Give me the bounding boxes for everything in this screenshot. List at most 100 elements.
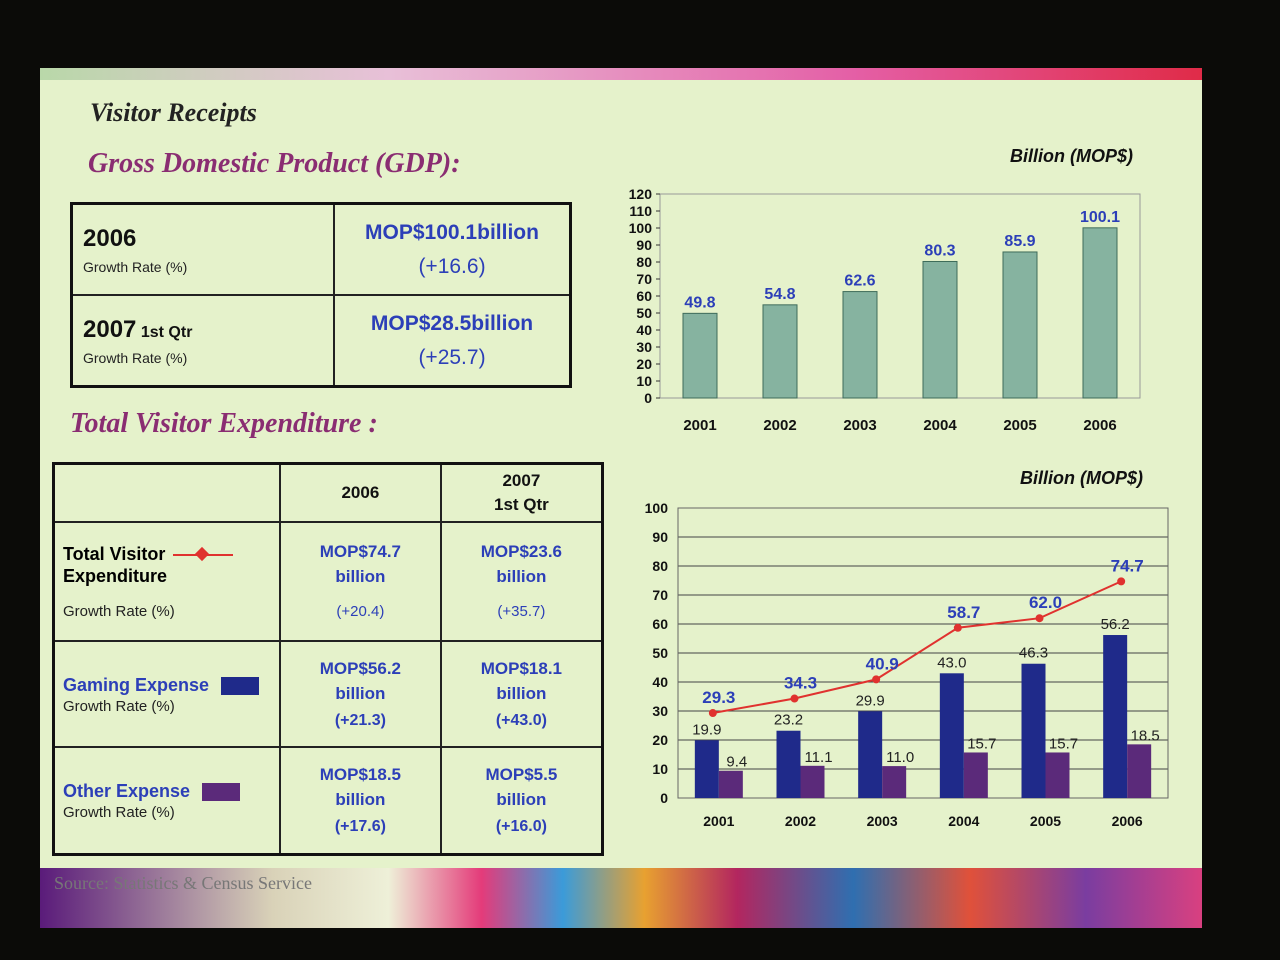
expenditure-row-gaming: Gaming Expense Growth Rate (%) MOP$56.2 … xyxy=(52,640,604,749)
cell-growth: (+43.0) xyxy=(495,711,547,729)
other-bar xyxy=(800,765,825,798)
gdp-growth: (+25.7) xyxy=(418,345,486,369)
data-label: 54.8 xyxy=(764,286,795,303)
line-marker-icon xyxy=(173,546,234,562)
gaming-bar xyxy=(694,740,719,798)
growth-rate-label: Growth Rate (%) xyxy=(83,349,188,366)
gaming-bar xyxy=(858,711,883,798)
bar xyxy=(762,304,798,399)
cell-unit: billion xyxy=(496,790,547,810)
gaming-data-label: 19.9 xyxy=(692,721,721,738)
total-point xyxy=(708,709,717,718)
cell-growth: (+21.3) xyxy=(334,711,386,729)
cell-value: MOP$18.1 xyxy=(480,658,563,678)
gdp-table: 2006 Growth Rate (%) MOP$100.1billion (+… xyxy=(70,202,572,388)
data-label: 49.8 xyxy=(684,294,715,311)
y-tick-label: 20 xyxy=(636,356,652,372)
bar xyxy=(1002,251,1038,399)
other-bar xyxy=(718,770,743,798)
other-data-label: 18.5 xyxy=(1131,727,1160,744)
x-tick-label: 2006 xyxy=(1112,813,1143,829)
total-data-label: 40.9 xyxy=(866,654,899,673)
gdp-row-2007: 2007 1st Qtr Growth Rate (%) MOP$28.5bil… xyxy=(70,294,572,388)
x-tick-label: 2003 xyxy=(843,417,876,434)
cell-unit: billion xyxy=(335,566,386,586)
cell-2007: MOP$23.6 billion (+35.7) xyxy=(439,520,604,643)
gdp-value: MOP$100.1billion xyxy=(365,220,539,244)
cell-growth: (+16.0) xyxy=(495,818,547,836)
cell-value: MOP$56.2 xyxy=(319,658,402,678)
data-label: 80.3 xyxy=(924,242,955,259)
bar-swatch-icon xyxy=(221,676,260,695)
y-tick-label: 50 xyxy=(636,305,652,321)
expenditure-combo-chart: 0 10 20 30 40 50 60 70 80 90 100 19.9 9.4 2001 23.2 11.… xyxy=(645,500,1169,829)
x-tick-label: 2005 xyxy=(1030,813,1061,829)
y-tick-label: 60 xyxy=(636,288,652,304)
y-tick-label: 50 xyxy=(652,645,668,661)
y-tick-label: 0 xyxy=(660,790,668,806)
gdp-qualifier: 1st Qtr xyxy=(140,323,193,341)
x-tick-label: 2003 xyxy=(867,813,898,829)
x-tick-label: 2005 xyxy=(1003,417,1036,434)
total-point xyxy=(953,623,962,632)
growth-rate-label: Growth Rate (%) xyxy=(63,697,175,715)
gdp-heading: Gross Domestic Product (GDP): xyxy=(88,148,461,179)
col-header-2007-text: 2007 xyxy=(502,470,541,490)
cell-2006: MOP$18.5 billion (+17.6) xyxy=(279,746,442,856)
cell-unit: billion xyxy=(335,683,386,703)
total-data-label: 58.7 xyxy=(947,603,980,622)
y-tick-label: 120 xyxy=(629,186,653,202)
plot-area xyxy=(677,507,1169,799)
row-name-line1: Gaming Expense xyxy=(63,674,210,695)
gaming-bar xyxy=(1021,663,1046,798)
gaming-data-label: 43.0 xyxy=(937,654,966,671)
gaming-data-label: 29.9 xyxy=(856,692,885,709)
expenditure-header-row: 2006 2007 1st Qtr xyxy=(52,462,604,523)
col-header-2006-text: 2006 xyxy=(341,482,380,502)
plot-area xyxy=(659,193,1141,399)
gdp-growth: (+16.6) xyxy=(418,254,486,278)
x-tick-label: 2006 xyxy=(1083,417,1116,434)
expenditure-row-other: Other Expense Growth Rate (%) MOP$18.5 b… xyxy=(52,746,604,856)
other-data-label: 15.7 xyxy=(967,735,996,752)
gaming-bar xyxy=(776,730,801,798)
x-tick-label: 2001 xyxy=(683,417,716,434)
cell-2007: MOP$5.5 billion (+16.0) xyxy=(439,746,604,856)
x-tick-label: 2002 xyxy=(785,813,816,829)
y-tick-label: 100 xyxy=(645,500,669,516)
other-bar xyxy=(882,766,907,798)
bar xyxy=(842,291,878,399)
total-point xyxy=(1117,577,1126,586)
row-name-line1: Other Expense xyxy=(63,781,191,802)
x-tick-label: 2001 xyxy=(703,813,734,829)
row-label-other: Other Expense Growth Rate (%) xyxy=(52,746,281,856)
gaming-bar xyxy=(1103,635,1128,798)
cell-growth: (+17.6) xyxy=(334,818,386,836)
gdp-value: MOP$28.5billion xyxy=(370,311,534,335)
cell-unit: billion xyxy=(496,683,547,703)
cell-value: MOP$74.7 xyxy=(319,541,402,561)
gdp-chart-unit: Billion (MOP$) xyxy=(1010,146,1133,166)
row-name: Other Expense xyxy=(63,780,271,802)
cell-value: MOP$23.6 xyxy=(480,541,563,561)
y-tick-label: 10 xyxy=(636,373,652,389)
cell-2006: MOP$74.7 billion (+20.4) xyxy=(279,520,442,643)
y-tick-label: 10 xyxy=(652,761,668,777)
other-bar xyxy=(963,752,988,798)
bar xyxy=(922,260,958,399)
total-line xyxy=(712,580,1122,715)
y-tick-label: 20 xyxy=(652,732,668,748)
y-tick-label: 60 xyxy=(652,616,668,632)
y-tick-label: 30 xyxy=(636,339,652,355)
gaming-bar xyxy=(939,673,964,798)
gdp-row-label: 2006 Growth Rate (%) xyxy=(70,202,335,296)
data-label: 62.6 xyxy=(844,273,875,290)
cell-growth: (+20.4) xyxy=(336,602,385,620)
y-tick-label: 70 xyxy=(652,587,668,603)
gdp-row-2006: 2006 Growth Rate (%) MOP$100.1billion (+… xyxy=(70,202,572,296)
other-bar xyxy=(1127,744,1152,798)
cell-growth: (+35.7) xyxy=(497,602,546,620)
expenditure-chart-unit: Billion (MOP$) xyxy=(1020,468,1143,488)
bar xyxy=(1082,227,1118,399)
